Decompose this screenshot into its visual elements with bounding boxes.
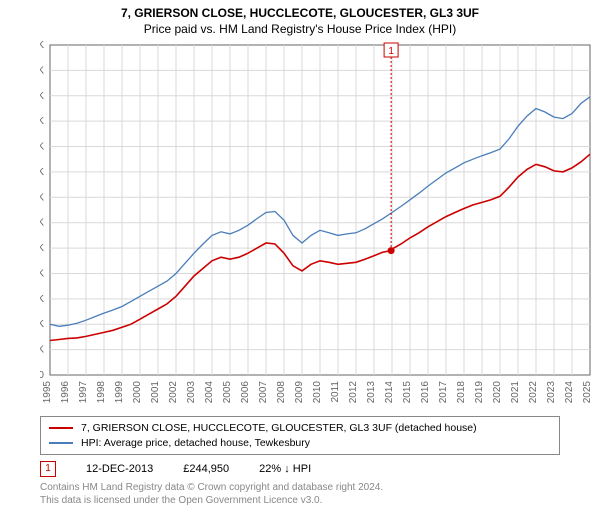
license-line1: Contains HM Land Registry data © Crown c… — [40, 481, 560, 494]
svg-text:£500K: £500K — [40, 116, 44, 127]
annotation-date: 12-DEC-2013 — [86, 463, 153, 475]
annotation-badge: 1 — [40, 461, 56, 477]
svg-text:2009: 2009 — [294, 381, 305, 404]
svg-text:2001: 2001 — [150, 381, 161, 404]
svg-text:2024: 2024 — [564, 381, 575, 404]
svg-text:2003: 2003 — [186, 381, 197, 404]
chart-svg: £0 £50K £100K £150K £200K £250K £300K £350K £400… — [40, 40, 600, 410]
svg-text:2020: 2020 — [492, 381, 503, 404]
svg-text:£250K: £250K — [40, 243, 44, 254]
svg-text:£450K: £450K — [40, 142, 44, 153]
svg-text:2014: 2014 — [384, 381, 395, 404]
svg-text:2011: 2011 — [330, 381, 341, 403]
svg-text:1999: 1999 — [114, 381, 125, 404]
svg-text:2008: 2008 — [276, 381, 287, 404]
svg-text:2005: 2005 — [222, 381, 233, 404]
svg-text:£300K: £300K — [40, 218, 44, 229]
svg-text:2016: 2016 — [420, 381, 431, 404]
annotation-change: 22% ↓ HPI — [259, 463, 311, 475]
chart-subtitle: Price paid vs. HM Land Registry's House … — [0, 20, 600, 40]
svg-text:£50K: £50K — [40, 345, 44, 356]
svg-text:£600K: £600K — [40, 65, 44, 76]
legend-swatch-hpi — [49, 442, 73, 444]
svg-text:£350K: £350K — [40, 192, 44, 203]
svg-text:1995: 1995 — [42, 381, 53, 404]
svg-text:£400K: £400K — [40, 167, 44, 178]
svg-text:£0: £0 — [40, 370, 44, 381]
svg-text:£100K: £100K — [40, 319, 44, 330]
svg-text:1996: 1996 — [60, 381, 71, 404]
chart-container: 7, GRIERSON CLOSE, HUCCLECOTE, GLOUCESTE… — [0, 0, 600, 530]
annotation-price: £244,950 — [183, 463, 229, 475]
svg-text:2017: 2017 — [438, 381, 449, 404]
svg-text:2006: 2006 — [240, 381, 251, 404]
annotation-row: 1 12-DEC-2013 £244,950 22% ↓ HPI — [40, 461, 560, 477]
legend-row-property: 7, GRIERSON CLOSE, HUCCLECOTE, GLOUCESTE… — [49, 421, 551, 436]
svg-text:£150K: £150K — [40, 294, 44, 305]
legend-label-property: 7, GRIERSON CLOSE, HUCCLECOTE, GLOUCESTE… — [81, 421, 477, 436]
svg-text:£550K: £550K — [40, 91, 44, 102]
svg-text:2025: 2025 — [582, 381, 593, 404]
license-text: Contains HM Land Registry data © Crown c… — [40, 481, 560, 507]
svg-text:2000: 2000 — [132, 381, 143, 404]
legend-row-hpi: HPI: Average price, detached house, Tewk… — [49, 436, 551, 451]
svg-text:2012: 2012 — [348, 381, 359, 404]
svg-text:2021: 2021 — [510, 381, 521, 404]
svg-text:2019: 2019 — [474, 381, 485, 404]
svg-text:1998: 1998 — [96, 381, 107, 404]
svg-text:2007: 2007 — [258, 381, 269, 404]
svg-text:1: 1 — [388, 46, 394, 57]
svg-text:2002: 2002 — [168, 381, 179, 404]
license-line2: This data is licensed under the Open Gov… — [40, 494, 560, 507]
svg-text:2013: 2013 — [366, 381, 377, 404]
svg-text:2004: 2004 — [204, 381, 215, 404]
legend-swatch-property — [49, 427, 73, 429]
svg-text:£200K: £200K — [40, 268, 44, 279]
svg-text:2015: 2015 — [402, 381, 413, 404]
svg-text:2018: 2018 — [456, 381, 467, 404]
chart-plot-area: £0 £50K £100K £150K £200K £250K £300K £350K £400… — [40, 40, 600, 410]
svg-text:2022: 2022 — [528, 381, 539, 404]
svg-text:2010: 2010 — [312, 381, 323, 404]
legend-label-hpi: HPI: Average price, detached house, Tewk… — [81, 436, 310, 451]
svg-text:£650K: £650K — [40, 40, 44, 51]
svg-text:1997: 1997 — [78, 381, 89, 404]
svg-text:2023: 2023 — [546, 381, 557, 404]
chart-title: 7, GRIERSON CLOSE, HUCCLECOTE, GLOUCESTE… — [0, 0, 600, 20]
legend-box: 7, GRIERSON CLOSE, HUCCLECOTE, GLOUCESTE… — [40, 416, 560, 455]
